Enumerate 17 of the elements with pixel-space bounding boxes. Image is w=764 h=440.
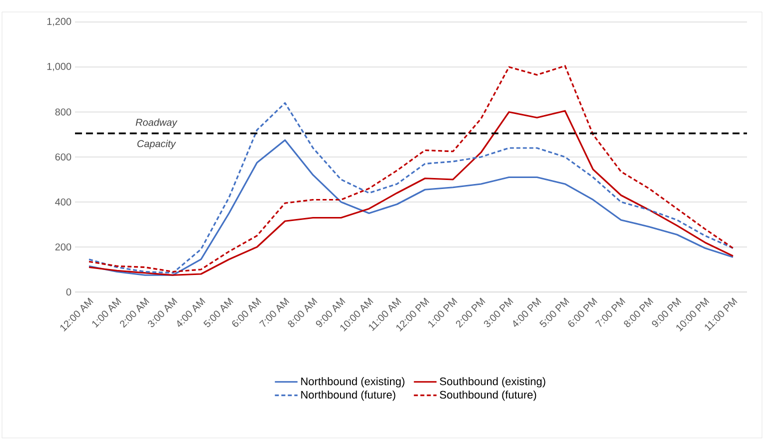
legend-label: Northbound (future) [301,390,396,401]
legend-label: Southbound (future) [440,390,536,401]
legend-label: Southbound (existing) [440,377,546,388]
y-tick-label: 400 [55,198,72,206]
x-tick-label: 7:00 AM [259,298,290,327]
y-tick-label: 0 [66,288,72,296]
y-tick-label: 1,200 [47,18,72,26]
x-tick-label: 7:00 PM [595,298,626,327]
legend-label: Northbound (existing) [301,377,404,388]
y-tick-label: 1,000 [47,62,72,72]
annotation: Roadway [136,118,178,128]
y-tick-label: 600 [55,153,72,161]
y-tick-label: 200 [55,243,72,251]
x-tick-label: 6:00 AM [232,298,262,327]
annotation: Capacity [137,140,176,150]
x-tick-label: 6:00 PM [568,298,598,327]
y-tick-label: 800 [55,108,72,116]
